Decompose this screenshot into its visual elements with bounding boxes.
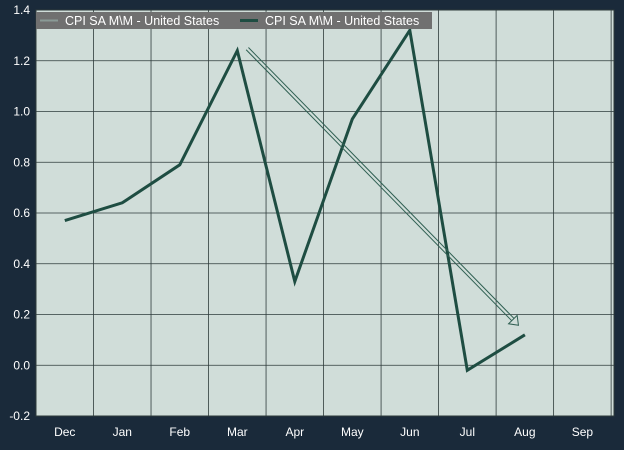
x-tick-label: Jul — [460, 425, 475, 439]
series-layer — [64, 26, 526, 373]
trend-arrow — [245, 47, 520, 326]
x-tick-label: May — [341, 425, 364, 439]
y-tick-label: 0.4 — [13, 257, 30, 271]
legend-background — [36, 12, 432, 29]
x-tick-label: Jan — [113, 425, 132, 439]
x-tick-label: Mar — [227, 425, 248, 439]
annotation-layer — [245, 47, 520, 326]
series-line — [64, 26, 526, 373]
y-axis-tick-labels: -0.2 0.0 0.2 0.4 0.6 0.8 1.0 1.2 1.4 — [9, 3, 30, 423]
x-tick-label: Dec — [54, 425, 75, 439]
legend-entry-2: CPI SA M\M - United States — [265, 14, 419, 28]
y-tick-label: 0.6 — [13, 206, 30, 220]
x-tick-label: Sep — [572, 425, 594, 439]
y-tick-label: 0.2 — [13, 308, 30, 322]
y-tick-label: 0.8 — [13, 155, 30, 169]
plot-border — [35, 9, 615, 417]
x-tick-label: Apr — [285, 425, 304, 439]
y-tick-label: 1.4 — [13, 3, 30, 17]
x-tick-label: Jun — [400, 425, 419, 439]
legend: CPI SA M\M - United States CPI SA M\M - … — [36, 12, 432, 29]
y-tick-label: 1.0 — [13, 105, 30, 119]
y-tick-label: -0.2 — [9, 409, 30, 423]
y-tick-label: 0.0 — [13, 358, 30, 372]
x-tick-label: Feb — [169, 425, 190, 439]
y-tick-label: 1.2 — [13, 54, 30, 68]
legend-entry-1: CPI SA M\M - United States — [65, 14, 219, 28]
x-tick-label: Aug — [514, 425, 535, 439]
x-axis-tick-labels: Dec Jan Feb Mar Apr May Jun Jul Aug Sep — [54, 425, 593, 439]
